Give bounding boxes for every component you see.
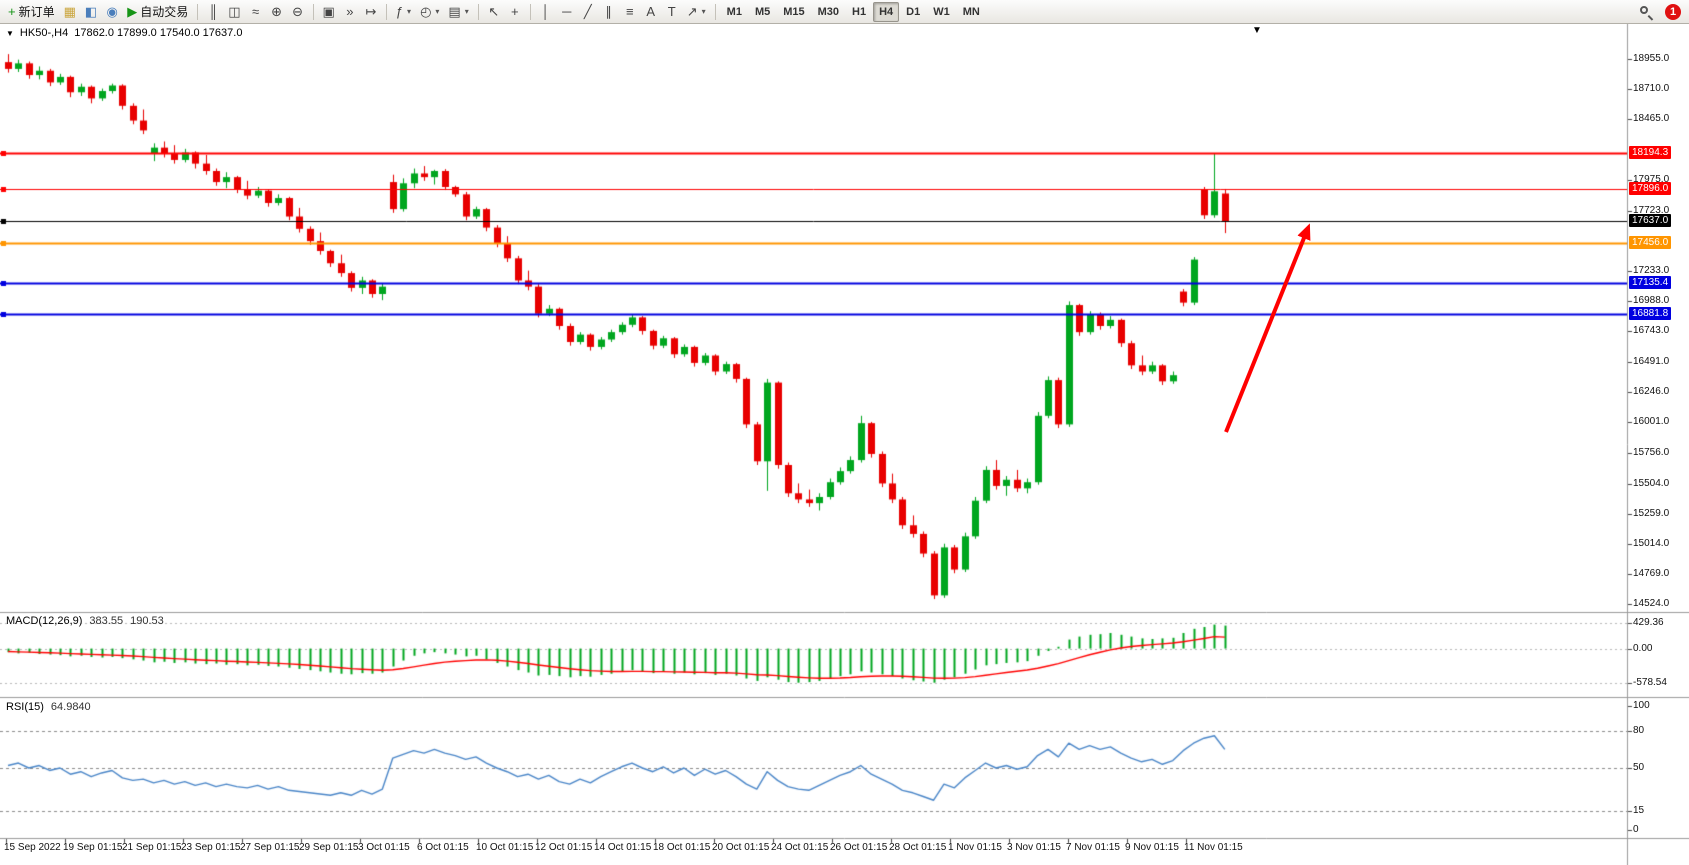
label-icon: T [667,4,676,19]
text-button[interactable]: A [641,2,661,22]
vline-icon: │ [541,4,550,19]
fibonacci-icon: ≡ [625,4,634,19]
line-chart-icon: ≈ [251,4,260,19]
market-watch-button[interactable]: ◉ [102,2,122,22]
arrows-icon: ↗ [686,4,698,19]
candle-chart-button[interactable]: ◫ [224,2,244,22]
timeframe-m30-button[interactable]: M30 [812,2,845,22]
crosshair-button[interactable]: + [505,2,525,22]
zoom-in-button[interactable]: ⊕ [267,2,287,22]
toolbar-separator [197,3,199,20]
tile-windows-icon: ▣ [322,4,335,19]
timeframe-h4-button[interactable]: H4 [873,1,900,22]
cursor-button[interactable]: ↖ [484,2,504,22]
auto-scroll-button[interactable]: » [340,2,360,22]
zoom-out-button[interactable]: ⊖ [288,2,308,22]
zoom-out-icon: ⊖ [292,4,303,19]
crosshair-icon: + [510,4,519,19]
candle-chart-icon: ◫ [228,4,241,19]
dropdown-caret-icon: ▾ [407,7,412,16]
label-button[interactable]: T [662,2,682,22]
timeframe-h1-button[interactable]: H1 [846,2,872,22]
arrows-button[interactable]: ↗ ▾ [683,2,710,22]
toolbar-separator [477,3,479,20]
channel-button[interactable]: ∥ [599,2,619,22]
charts-grid-icon: ▦ [63,4,76,19]
charts-grid-button[interactable]: ▦ [60,2,80,22]
dropdown-caret-icon: ▾ [464,7,469,16]
timeframe-m15-button[interactable]: M15 [777,2,810,22]
autotrade-button-label: 自动交易 [140,5,189,19]
zoom-in-icon: ⊕ [271,4,282,19]
new-order-button-label: 新订单 [18,5,55,19]
vline-button[interactable]: │ [536,2,556,22]
bar-chart-icon: ║ [208,4,218,19]
toolbar-separator [385,3,387,20]
channel-icon: ∥ [605,4,612,19]
hline-button[interactable]: ─ [557,2,577,22]
new-order-button[interactable]: + 新订单 [4,2,59,22]
timeframe-mn-button[interactable]: MN [957,2,986,22]
search-button[interactable] [1635,2,1657,22]
dropdown-caret-icon: ▾ [435,7,440,16]
timeframe-w1-button[interactable]: W1 [927,2,956,22]
chart-canvas[interactable] [0,24,1689,865]
chart-shift-button[interactable]: ↦ [361,2,381,22]
timeframe-m1-button[interactable]: M1 [721,2,748,22]
trendline-button[interactable]: ╱ [578,2,598,22]
cursor-icon: ↖ [488,4,500,19]
templates-icon: ▤ [448,4,461,19]
notification-badge[interactable]: 1 [1665,3,1681,20]
toolbar-separator [714,3,716,20]
search-icon [1639,5,1654,21]
periods-icon: ◴ [420,4,432,19]
indicators-icon: ƒ [395,4,404,19]
toolbar-separator [312,3,314,20]
periods-button[interactable]: ◴ ▾ [416,2,443,22]
text-icon: A [646,4,656,19]
profiles-button[interactable]: ◧ [81,2,101,22]
bar-chart-button[interactable]: ║ [203,2,223,22]
line-chart-button[interactable]: ≈ [246,2,266,22]
market-watch-icon: ◉ [106,4,118,19]
timeframe-d1-button[interactable]: D1 [900,2,926,22]
hline-icon: ─ [562,4,572,19]
new-order-icon: + [8,4,16,19]
chart-shift-icon: ↦ [365,4,377,19]
auto-scroll-icon: » [346,4,354,19]
toolbar-separator [529,3,531,20]
trendline-icon: ╱ [583,4,592,19]
autotrade-icon: ▶ [127,4,138,19]
fibonacci-button[interactable]: ≡ [620,2,640,22]
profiles-icon: ◧ [84,4,98,19]
timeframe-m5-button[interactable]: M5 [749,2,776,22]
toolbar-right-group: 1 [1635,2,1685,22]
tile-windows-button[interactable]: ▣ [319,2,339,22]
indicators-button[interactable]: ƒ ▾ [392,2,415,22]
toolbar: + 新订单 ▦ ◧ ◉ ▶ 自动交易 ║ ◫ ≈ ⊕ ⊖ ▣» ↦ ƒ ▾ ◴ ▾ ▤ ▾ ↖ + │ ─ ╱ ∥ ≡ A T ↗ ▾ M1 M… [0,0,1689,24]
chart-window: ▼ HK50-,H4 17862.0 17899.0 17540.0 17637… [0,24,1689,865]
autotrade-button[interactable]: ▶ 自动交易 [123,2,192,22]
dropdown-caret-icon: ▾ [701,7,706,16]
templates-button[interactable]: ▤ ▾ [444,2,472,22]
